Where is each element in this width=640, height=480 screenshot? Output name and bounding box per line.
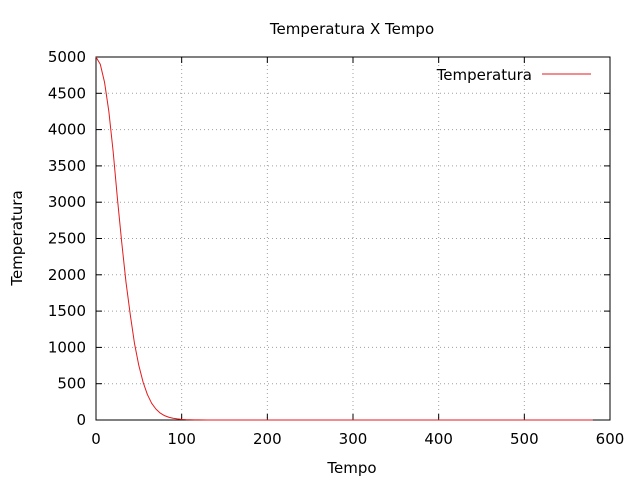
x-tick-label: 200 <box>253 430 282 448</box>
x-tick-label: 300 <box>339 430 368 448</box>
y-tick-label: 1000 <box>48 338 86 356</box>
y-tick-label: 4000 <box>48 121 86 139</box>
y-tick-label: 3000 <box>48 193 86 211</box>
y-axis: 0 500 1000 1500 2000 2500 3000 3500 4000 4500 5000 <box>48 48 610 429</box>
y-tick-label: 3500 <box>48 157 86 175</box>
legend: Temperatura <box>436 66 591 84</box>
y-tick-label: 2000 <box>48 266 86 284</box>
series-layer <box>95 56 593 421</box>
y-tick-label: 500 <box>57 375 86 393</box>
series-line-0 <box>95 56 593 421</box>
x-tick-label: 600 <box>596 430 625 448</box>
x-axis-label: Tempo <box>326 459 376 477</box>
y-tick-label: 1500 <box>48 302 86 320</box>
x-axis: 0 100 200 300 400 500 600 <box>91 57 624 448</box>
y-axis-label: Temperatura <box>8 190 26 286</box>
x-tick-label: 500 <box>510 430 539 448</box>
y-tick-label: 4500 <box>48 84 86 102</box>
x-tick-label: 0 <box>91 430 101 448</box>
legend-label-temperatura: Temperatura <box>436 66 532 84</box>
y-tick-label: 5000 <box>48 48 86 66</box>
x-tick-label: 400 <box>424 430 453 448</box>
chart-title: Temperatura X Tempo <box>269 20 434 38</box>
y-tick-label: 0 <box>76 411 86 429</box>
x-tick-label: 100 <box>167 430 196 448</box>
y-tick-label: 2500 <box>48 230 86 248</box>
grid <box>96 57 610 420</box>
